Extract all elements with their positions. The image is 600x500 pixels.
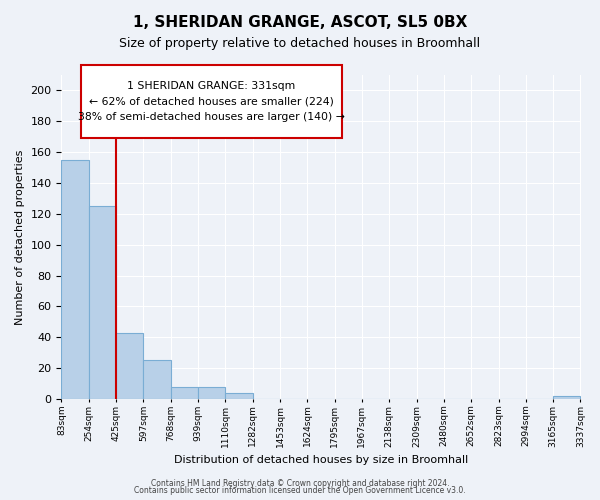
Text: Contains public sector information licensed under the Open Government Licence v3: Contains public sector information licen… xyxy=(134,486,466,495)
Bar xyxy=(226,393,253,399)
Y-axis label: Number of detached properties: Number of detached properties xyxy=(15,150,25,324)
Bar xyxy=(116,332,143,399)
Bar xyxy=(89,206,116,399)
Bar xyxy=(61,160,89,399)
Text: Contains HM Land Registry data © Crown copyright and database right 2024.: Contains HM Land Registry data © Crown c… xyxy=(151,478,449,488)
Text: 1 SHERIDAN GRANGE: 331sqm
← 62% of detached houses are smaller (224)
38% of semi: 1 SHERIDAN GRANGE: 331sqm ← 62% of detac… xyxy=(78,80,345,122)
Bar xyxy=(170,386,198,399)
Bar xyxy=(198,386,226,399)
Bar xyxy=(143,360,170,399)
Text: Size of property relative to detached houses in Broomhall: Size of property relative to detached ho… xyxy=(119,38,481,51)
Text: 1, SHERIDAN GRANGE, ASCOT, SL5 0BX: 1, SHERIDAN GRANGE, ASCOT, SL5 0BX xyxy=(133,15,467,30)
Bar xyxy=(553,396,580,399)
X-axis label: Distribution of detached houses by size in Broomhall: Distribution of detached houses by size … xyxy=(174,455,468,465)
